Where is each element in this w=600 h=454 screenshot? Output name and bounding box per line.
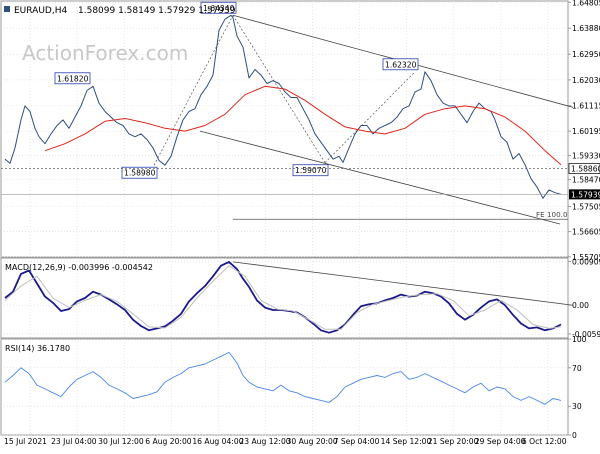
x-tick-label: 21 Sep 20:00 [428,437,479,446]
x-tick-label: 14 Sep 12:00 [381,437,432,446]
price-point-label: 1.58980 [124,169,156,178]
x-tick-label: 7 Sep 04:00 [334,437,380,446]
x-tick-label: 23 Jul 04:00 [51,437,97,446]
y-tick-label: 30 [572,402,582,411]
fib-connector [153,15,234,166]
fib-connector [324,71,416,163]
y-tick-label: 70 [572,364,582,373]
price-panel-frame [0,0,569,258]
y-tick-label: 1.55705 [572,253,600,262]
rsi-panel-frame [0,338,569,436]
x-tick-label: 30 Aug 20:00 [287,437,338,446]
y-tick-label: 1.58470 [572,176,600,185]
axis-layer: 15 Jul 2021 23 Jul 04:00 30 Jul 12:00 6 Aug… [4,0,600,446]
price-point-label-box [121,166,158,179]
price-point-label: 1.61820 [57,74,89,83]
rsi-title: RSI(14) 36.1780 [5,344,70,353]
price-point-label-box [382,58,419,71]
price-point-label-box [292,164,329,177]
x-tick-label: 29 Sep 04:00 [475,437,526,446]
x-tick-label: 16 Aug 04:00 [192,437,243,446]
y-tick-label: -0.005956 [572,330,600,339]
macd-title: MACD(12,26,9) -0.003996 -0.004542 [5,263,153,272]
y-tick-label: 0 [572,431,577,440]
macd-trendline [232,261,574,306]
annotation-layer: 1.64340 1.61820 1.58980 1.59070 1.62320 1.588… [1,1,600,220]
y-tick-label: 1.62030 [572,76,600,85]
last-price-tag-box [569,189,600,200]
series-layer [4,14,562,405]
price-point-label-box [200,1,237,14]
y-tick-label: 1.63880 [572,24,600,33]
last-price-tag: 1.57939 [571,190,600,199]
price-point-label: 1.62320 [385,60,417,69]
x-tick-label: 30 Jul 12:00 [98,437,144,446]
price-point-label: 1.64340 [203,4,235,13]
chart-ohlc: 1.58099 1.58149 1.57929 1.57939 [78,6,236,16]
chart-title-marker [4,6,10,12]
y-tick-label: 1.59330 [572,151,600,160]
x-tick-label: 6 Aug 20:00 [145,437,192,446]
fib-connector [232,15,326,163]
y-tick-label: 1.61115 [572,101,600,110]
level-tag: 1.58860 [571,165,600,174]
chart-symbol: EURAUD,H4 [14,6,67,16]
fe-label: FE 100.0 [536,210,568,219]
moving-average-line [44,85,562,166]
x-tick-label: 15 Jul 2021 [4,437,47,446]
trendline-layer [153,14,574,306]
y-tick-label: 1.64805 [572,0,600,7]
macd-signal-line [4,265,562,330]
rsi-line [4,351,562,405]
x-tick-label: 6 Oct 12:00 [522,437,567,446]
y-tick-label: 1.60195 [572,127,600,136]
y-tick-label: 0.009094 [572,257,600,266]
macd-panel-frame [0,257,569,339]
y-tick-label: 100 [572,335,587,344]
grid-layer [1,1,568,436]
price-series-line [4,14,562,199]
x-tick-label: 23 Aug 12:00 [239,437,290,446]
price-point-label-box [54,72,91,85]
price-trendline [199,130,561,225]
y-tick-label: 0.00 [572,301,589,310]
macd-line [4,260,562,334]
y-tick-label: 1.62950 [572,50,600,59]
y-tick-label: 1.57505 [572,202,600,211]
watermark: ActionForex.com [22,41,188,65]
level-tag-box [568,163,600,174]
y-tick-label: 1.56605 [572,228,600,237]
price-point-label: 1.59070 [295,166,327,175]
